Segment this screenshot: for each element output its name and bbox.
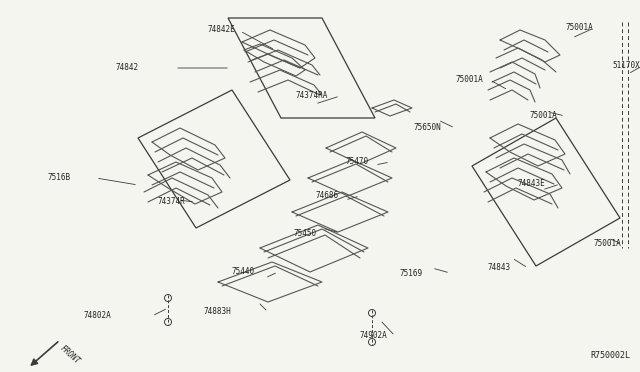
Text: 75650N: 75650N bbox=[413, 124, 441, 132]
Text: 75169: 75169 bbox=[400, 269, 423, 278]
Text: 74843E: 74843E bbox=[518, 180, 546, 189]
Text: 75470: 75470 bbox=[345, 157, 368, 167]
Text: 75001A: 75001A bbox=[593, 240, 621, 248]
Text: 51170X: 51170X bbox=[612, 61, 640, 71]
Text: 75001A: 75001A bbox=[455, 76, 483, 84]
Text: 75440: 75440 bbox=[232, 267, 255, 276]
Text: 74374RA: 74374RA bbox=[295, 92, 328, 100]
Text: 75001A: 75001A bbox=[565, 23, 593, 32]
Text: 74902A: 74902A bbox=[360, 331, 388, 340]
Text: 74842: 74842 bbox=[115, 64, 138, 73]
Text: 75001A: 75001A bbox=[530, 112, 557, 121]
Text: 75450: 75450 bbox=[294, 228, 317, 237]
Text: 74802A: 74802A bbox=[83, 311, 111, 321]
Text: 74686: 74686 bbox=[315, 192, 338, 201]
Text: 7516B: 7516B bbox=[47, 173, 70, 183]
Text: 74883H: 74883H bbox=[204, 308, 232, 317]
Text: R750002L: R750002L bbox=[590, 352, 630, 360]
Text: 74843: 74843 bbox=[488, 263, 511, 273]
Text: 74374R: 74374R bbox=[158, 198, 186, 206]
Text: FRONT: FRONT bbox=[58, 344, 81, 366]
Text: 74842E: 74842E bbox=[208, 26, 236, 35]
